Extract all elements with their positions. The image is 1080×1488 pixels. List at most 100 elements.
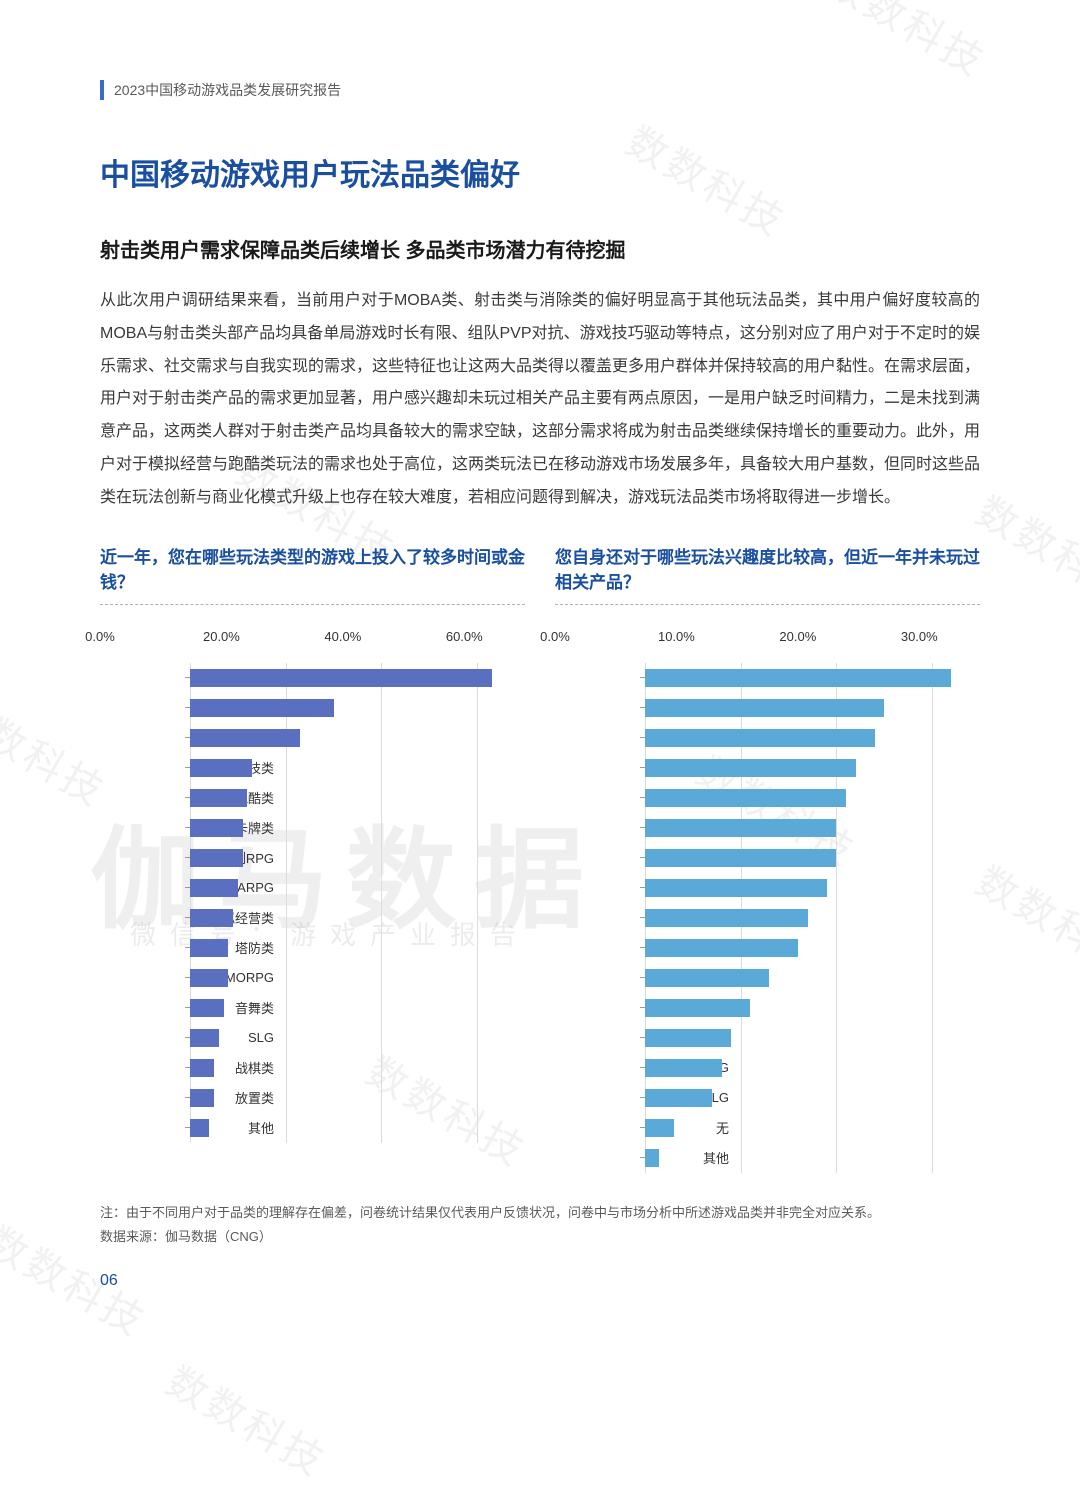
bar-row: MOBA <box>190 663 525 693</box>
bar-row: 音舞类 <box>190 993 525 1023</box>
bar <box>645 1149 659 1167</box>
bar <box>190 729 300 747</box>
bar-row: MMORPG <box>645 993 980 1023</box>
breadcrumb: 2023中国移动游戏品类发展研究报告 <box>100 80 980 100</box>
bar-row: 消除类 <box>645 843 980 873</box>
chart-left: 近一年，您在哪些玩法类型的游戏上投入了较多时间或金钱？ 0.0%20.0%40.… <box>100 545 525 1173</box>
bar <box>190 699 334 717</box>
axis-tick: 20.0% <box>203 629 240 644</box>
bar-row: 跑酷类 <box>190 783 525 813</box>
bar-row: 无 <box>645 1113 980 1143</box>
bar-row: ARPG <box>190 873 525 903</box>
bar-row: 其他 <box>190 1113 525 1143</box>
bar <box>645 699 884 717</box>
bar-label: ARPG <box>237 880 274 895</box>
bar <box>190 1059 214 1077</box>
bar <box>190 669 492 687</box>
footnote-line-1: 注：由于不同用户对于品类的理解存在偏差，问卷统计结果仅代表用户反馈状况，问卷中与… <box>100 1201 980 1226</box>
chart-left-bars: MOBA射击类消除类休闲竞技类跑酷类卡牌类回合制RPG ARPG 模拟经营类塔防类 M… <box>100 663 525 1143</box>
bar <box>645 1059 722 1077</box>
bar-row: 休闲竞技类 <box>190 753 525 783</box>
axis-tick: 20.0% <box>779 629 816 644</box>
chart-right-bars: 射击类跑酷类模拟经营类卡牌类休闲竞技类回合制RPG消除类MOBA音舞类塔防类战棋… <box>555 663 980 1173</box>
bar <box>645 909 808 927</box>
bar-row: 模拟经营类 <box>645 723 980 753</box>
bar <box>645 849 836 867</box>
bar <box>645 1029 731 1047</box>
bar <box>190 1089 214 1107</box>
bar-label: 其他 <box>703 1148 729 1167</box>
bar-row: 模拟经营类 <box>190 903 525 933</box>
charts-container: 近一年，您在哪些玩法类型的游戏上投入了较多时间或金钱？ 0.0% 20.0% 40.… <box>100 545 980 1173</box>
bar <box>190 849 243 867</box>
chart-right-axis: 0.0%10.0%20.0%30.0% <box>555 623 980 651</box>
bar <box>190 909 233 927</box>
bar-row: MOBA <box>645 873 980 903</box>
watermark-diag: 数数科技 <box>157 1350 338 1488</box>
page-title: 中国移动游戏用户玩法品类偏好 <box>100 150 980 194</box>
bar-row: 跑酷类 <box>645 693 980 723</box>
bar-label: 战棋类 <box>235 1058 274 1077</box>
bar <box>190 819 243 837</box>
bar <box>190 1119 209 1137</box>
bar <box>645 969 769 987</box>
bar-row: SLG <box>190 1023 525 1053</box>
bar <box>190 879 238 897</box>
bar-row: 卡牌类 <box>190 813 525 843</box>
bar-row: 战棋类 <box>190 1053 525 1083</box>
bar-label: 音舞类 <box>235 998 274 1017</box>
axis-tick: 40.0% <box>324 629 361 644</box>
page-number: 06 <box>100 1272 980 1290</box>
bar-label: 塔防类 <box>235 938 274 957</box>
axis-tick: 30.0% <box>901 629 938 644</box>
chart-right-title: 您自身还对于哪些玩法兴趣度比较高，但近一年并未玩过相关产品？ <box>555 545 980 605</box>
bar <box>190 789 247 807</box>
bar <box>190 1029 219 1047</box>
chart-right: 您自身还对于哪些玩法兴趣度比较高，但近一年并未玩过相关产品？ 0.0%10.0%… <box>555 545 980 1173</box>
bar <box>645 669 951 687</box>
bar-row: 回合制RPG <box>645 813 980 843</box>
bar-label: 放置类 <box>235 1088 274 1107</box>
bar <box>645 759 856 777</box>
bar-row: 放置类 <box>645 1023 980 1053</box>
bar-row: 射击类 <box>190 693 525 723</box>
footnote: 注：由于不同用户对于品类的理解存在偏差，问卷统计结果仅代表用户反馈状况，问卷中与… <box>100 1201 980 1250</box>
bar-row: 其他 <box>645 1143 980 1173</box>
bar-row: 塔防类 <box>645 933 980 963</box>
axis-tick: 0.0% <box>540 629 570 644</box>
bar <box>645 879 827 897</box>
bar-row: 休闲竞技类 <box>645 783 980 813</box>
bar-row: ARPG <box>645 1053 980 1083</box>
body-paragraph: 从此次用户调研结果来看，当前用户对于MOBA类、射击类与消除类的偏好明显高于其他… <box>100 285 980 515</box>
bar <box>190 759 252 777</box>
bar-row: 音舞类 <box>645 903 980 933</box>
bar-row: 回合制RPG <box>190 843 525 873</box>
bar <box>645 729 875 747</box>
bar <box>190 999 224 1017</box>
bar-row: 射击类 <box>645 663 980 693</box>
chart-left-title: 近一年，您在哪些玩法类型的游戏上投入了较多时间或金钱？ <box>100 545 525 605</box>
axis-tick: 10.0% <box>658 629 695 644</box>
bar-row: 放置类 <box>190 1083 525 1113</box>
bar <box>645 999 750 1017</box>
bar-row: 战棋类 <box>645 963 980 993</box>
bar-row: SLG <box>645 1083 980 1113</box>
bar <box>190 939 228 957</box>
axis-tick: 0.0% <box>85 629 115 644</box>
section-subtitle: 射击类用户需求保障品类后续增长 多品类市场潜力有待挖掘 <box>100 234 980 263</box>
bar <box>645 1119 674 1137</box>
bar-row: MMORPG <box>190 963 525 993</box>
bar <box>645 789 846 807</box>
bar <box>645 1089 712 1107</box>
bar <box>645 819 836 837</box>
bar-label: 其他 <box>248 1118 274 1137</box>
footnote-line-2: 数据来源：伽马数据（CNG） <box>100 1225 980 1250</box>
bar-row: 消除类 <box>190 723 525 753</box>
axis-tick: 60.0% <box>446 629 483 644</box>
chart-left-axis: 0.0%20.0%40.0%60.0% <box>100 623 525 651</box>
bar-label: 无 <box>716 1118 729 1137</box>
bar <box>645 939 798 957</box>
bar-row: 塔防类 <box>190 933 525 963</box>
bar <box>190 969 228 987</box>
bar-label: SLG <box>248 1030 274 1045</box>
